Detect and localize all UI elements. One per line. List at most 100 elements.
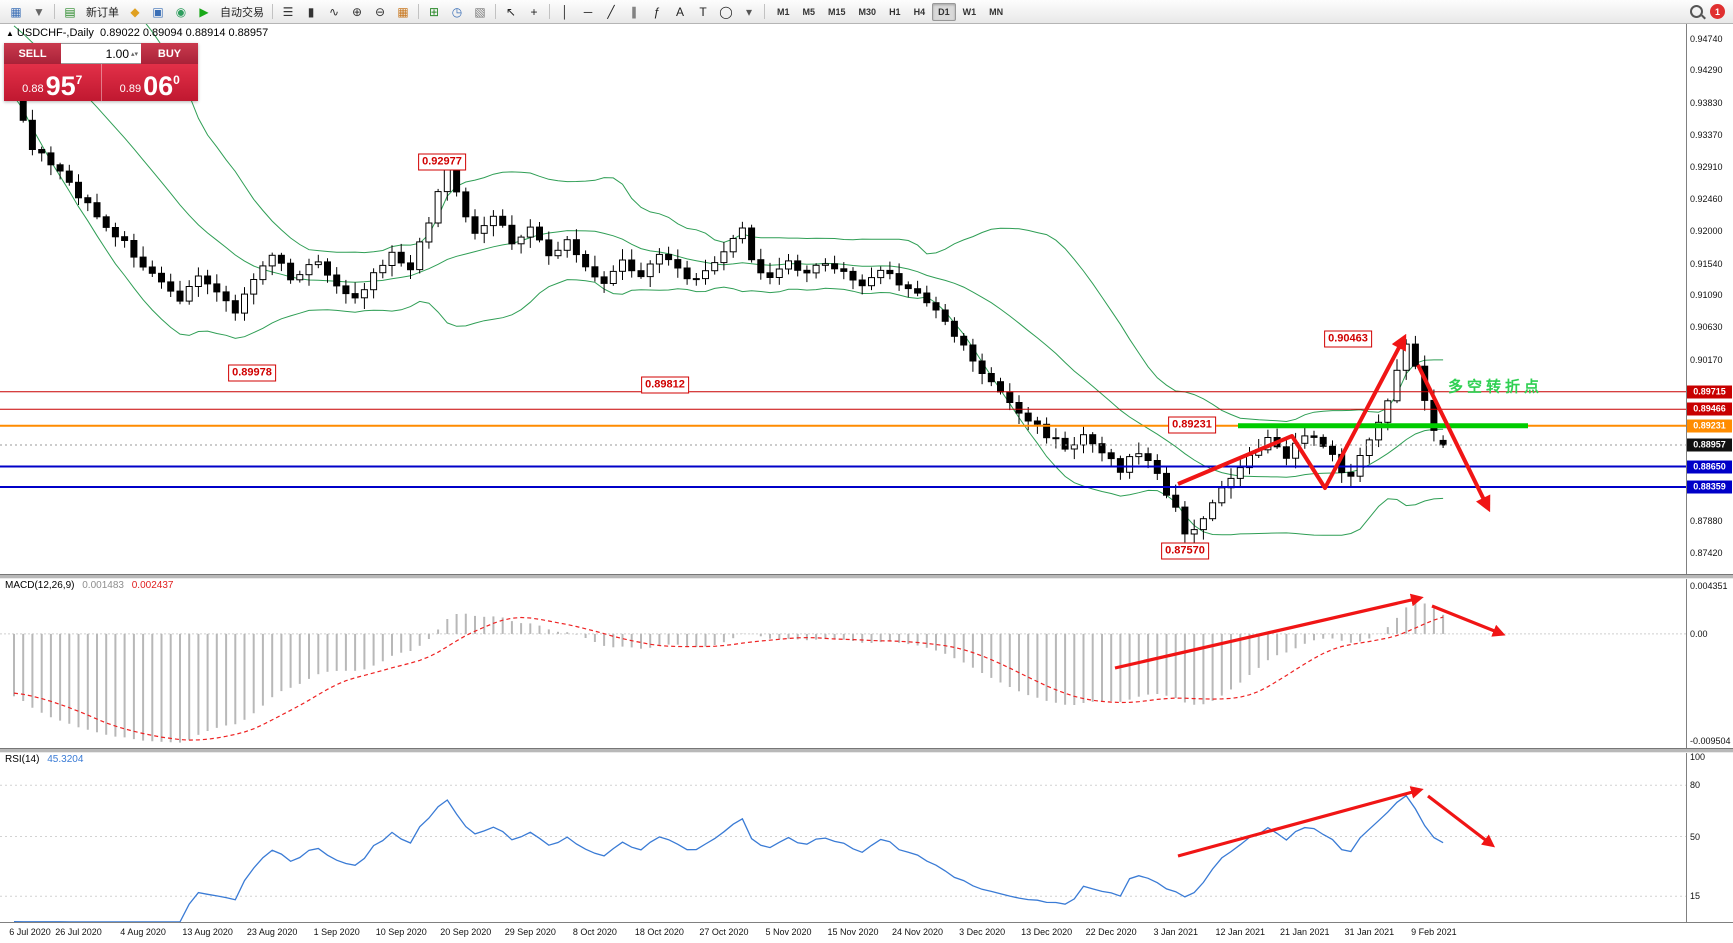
crosshair-icon[interactable]: + [530,4,538,19]
candle-body [941,309,949,322]
timeframe-m15[interactable]: M15 [828,6,846,17]
channel-icon[interactable]: ∥ [631,4,637,19]
candle-body [416,241,424,271]
arrow-dropdown-icon[interactable]: ▾ [745,4,753,19]
trend-arrow[interactable] [1427,794,1496,848]
cursor-icon[interactable]: ↖ [505,4,517,19]
auto-trading-icon[interactable]: ▶ [199,4,209,19]
timeframe-h4[interactable]: H4 [913,6,926,17]
timeframe-mn[interactable]: MN [989,6,1004,17]
price-callout-label[interactable]: 0.87570 [1161,542,1209,560]
macd-axis-label: 0.00 [1690,628,1708,639]
macd-panel[interactable] [0,577,1686,748]
data-window-icon[interactable]: ▣ [152,4,164,19]
candle-body [803,269,811,274]
line-chart-icon[interactable]: ∿ [328,4,340,19]
candle-body [1033,420,1041,425]
fibonacci-icon[interactable]: ƒ [653,4,661,19]
timeframe-w1[interactable]: W1 [962,6,977,17]
community-icon[interactable]: ◉ [175,4,187,19]
rsi-panel[interactable] [0,751,1686,922]
candle-body [757,259,765,274]
label-icon[interactable]: T [699,4,707,19]
zoom-out-icon[interactable]: ⊖ [374,4,386,19]
price-callout-label[interactable]: 0.89812 [641,376,689,394]
sell-button[interactable]: SELL [4,43,61,64]
candle-body [840,268,848,272]
zoom-in-icon[interactable]: ⊕ [351,4,363,19]
time-axis-label: 13 Aug 2020 [182,927,233,937]
chart-profiles-icon[interactable]: ▼ [33,4,45,19]
candle-body [978,360,986,374]
time-axis-label: 1 Sep 2020 [313,927,360,937]
period-menu-icon[interactable]: ◷ [451,4,463,19]
horizontal-line-icon[interactable]: ─ [583,4,593,19]
shapes-icon[interactable]: ◯ [719,4,733,19]
timeframe-h1[interactable]: H1 [889,6,901,17]
notification-badge[interactable]: 1 [1710,4,1725,19]
candle-body [969,344,977,362]
candle-body [1347,471,1355,477]
trend-arrow[interactable] [1177,333,1407,490]
panel-separator[interactable] [0,574,1733,579]
candle-body [407,262,414,271]
trend-arrow[interactable] [1177,786,1424,858]
time-axis[interactable]: 6 Jul 2020 26 Jul 2020 4 Aug 2020 13 Aug 20… [0,922,1733,943]
templates-icon[interactable]: ▧ [474,4,486,19]
price-callout-label[interactable]: 0.89231 [1168,416,1216,434]
candle-body [960,335,968,346]
chart-title: ▲ USDCHF-,Daily 0.89022 0.89094 0.88914 0… [6,27,268,39]
candle-body [1080,434,1087,446]
sell-price[interactable]: 0.88 95 7 [4,64,102,101]
bull-bear-turning-point-label[interactable]: 多空转折点 [1448,378,1544,396]
timeframe-m30[interactable]: M30 [858,6,877,17]
trendline-icon[interactable]: ╱ [607,4,615,19]
candle-body [250,279,258,295]
panel-separator[interactable] [0,748,1733,753]
buy-price[interactable]: 0.89 06 0 [102,64,199,101]
candle-body [231,300,239,314]
sell-price-small: 0.88 [22,83,44,95]
auto-trading-label[interactable]: 自动交易 [220,6,264,19]
trend-arrow[interactable] [1114,593,1424,670]
trend-arrow[interactable] [1416,364,1491,513]
buy-button[interactable]: BUY [141,43,198,64]
search-icon[interactable] [1690,5,1703,18]
candle-body [794,260,802,271]
timeframe-m1[interactable]: M1 [777,6,790,17]
main-price-chart[interactable] [0,24,1686,574]
candle-body [277,254,285,264]
new-order-icon[interactable]: ▤ [64,4,76,19]
text-icon[interactable]: A [675,4,684,19]
candle-body [185,286,193,302]
chart-grid-icon[interactable]: ▦ [397,4,409,19]
price-axis-badge: 0.88650 [1687,460,1732,474]
candle-body [563,239,571,251]
price-axis-separator [1686,24,1687,922]
trend-arrow[interactable] [1431,604,1506,637]
candle-body [1052,437,1060,440]
new-chart-icon[interactable]: ▦ [10,4,22,19]
indicators-icon[interactable]: ⊞ [428,4,440,19]
macd-signal [13,616,1444,741]
timeframe-m5[interactable]: M5 [802,6,816,17]
timeframe-d1[interactable]: D1 [932,2,956,21]
price-callout-label[interactable]: 0.92977 [418,153,466,171]
price-callout-label[interactable]: 0.89978 [228,364,276,382]
time-axis-label: 3 Dec 2020 [959,927,1006,937]
candle-body [950,320,958,337]
volume-input[interactable]: 1.00 ▴▾ [61,43,141,64]
candlestick-icon[interactable]: ▮ [307,4,315,19]
toolbar-separator [418,4,419,19]
volume-spinner-icon[interactable]: ▴▾ [130,50,138,58]
candle-body [324,261,331,276]
metaeditor-icon[interactable]: ◆ [130,4,140,19]
vertical-line-icon[interactable]: │ [561,4,569,19]
time-axis-label: 8 Oct 2020 [572,927,617,937]
price-callout-label[interactable]: 0.90463 [1324,330,1372,348]
bar-chart-icon[interactable]: ☰ [282,4,294,19]
new-order-label[interactable]: 新订单 [86,6,119,19]
collapse-ohlc-triangle[interactable]: ▲ [6,29,14,38]
price-axis-tick: 0.87880 [1690,515,1723,526]
candle-body [1144,453,1152,462]
